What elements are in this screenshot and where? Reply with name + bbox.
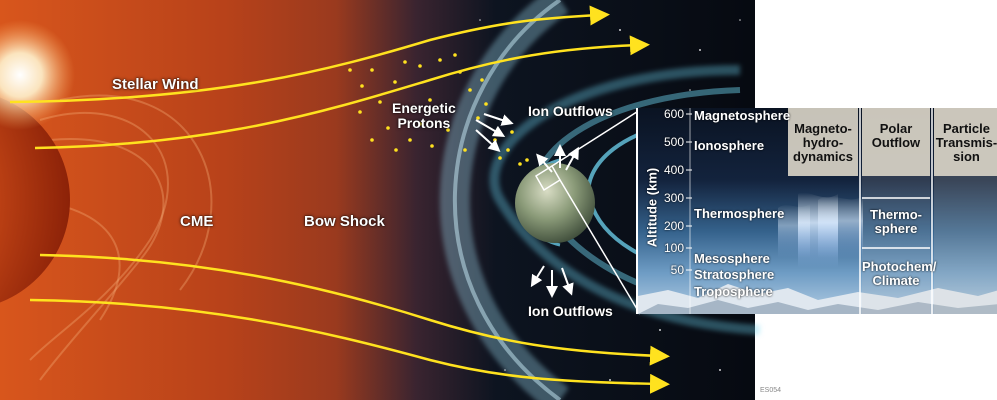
ion-outflows-bottom-label: Ion Outflows — [528, 303, 613, 319]
altitude-tick-200: 200 — [663, 219, 684, 233]
stellar-wind-label: Stellar Wind — [112, 76, 199, 93]
layer-troposphere: Troposphere — [694, 284, 773, 299]
earth — [515, 163, 595, 243]
layer-mesosphere: Mesosphere — [694, 251, 770, 266]
altitude-tick-100: 100 — [663, 241, 684, 255]
inset-background — [638, 108, 997, 314]
polar-thermosphere-label: Thermo- sphere — [862, 208, 930, 236]
stars — [479, 19, 741, 381]
wind-arrow-1 — [9, 5, 610, 104]
ion-outflows-top-label: Ion Outflows — [528, 103, 613, 119]
wind-arrow-3 — [39, 253, 670, 366]
energetic-protons-line-1: Energetic — [392, 100, 456, 116]
column-mhd-line-2: hydro- — [802, 135, 844, 150]
altitude-tick-300: 300 — [663, 191, 684, 205]
bow-shock-edge — [453, 0, 562, 400]
photochem-climate-label: Photochem/ Climate — [862, 259, 937, 288]
polar-thermosphere-line-2: sphere — [874, 221, 918, 236]
energetic-protons-line-2: Protons — [397, 115, 451, 131]
column-mhd-line-1: Magneto- — [794, 121, 852, 136]
altitude-tick-50: 50 — [670, 263, 684, 277]
layer-stratosphere: Stratosphere — [694, 267, 775, 282]
layer-thermosphere: Thermosphere — [694, 206, 785, 221]
layer-ionosphere: Ionosphere — [694, 138, 765, 153]
bow-shock-label: Bow Shock — [304, 213, 385, 230]
column-magnetohydrodynamics: Magneto- hydro- dynamics — [788, 108, 858, 180]
wind-arrow-4 — [29, 298, 670, 394]
altitude-tick-600: 600 — [663, 108, 684, 121]
column-polar-line-2: Outflow — [871, 135, 921, 150]
polar-thermosphere-line-1: Thermo- — [870, 207, 922, 222]
column-particle-line-1: Particle — [943, 121, 990, 136]
energetic-protons-dots — [348, 53, 529, 166]
energetic-protons-label: Energetic Protons — [392, 101, 456, 131]
column-mhd-line-3: dynamics — [793, 149, 853, 164]
photochem-line-1: Photochem/ — [862, 259, 937, 274]
wind-arrow-2 — [34, 35, 650, 150]
cme-label: CME — [180, 213, 214, 230]
photochem-line-2: Climate — [872, 273, 920, 288]
altitude-tick-500: 500 — [663, 135, 684, 149]
column-polar-line-1: Polar — [879, 121, 913, 136]
ion-outflow-arrows-top — [536, 144, 579, 173]
column-particle-transmission: Particle Transmis- sion — [934, 108, 997, 180]
altitude-tick-400: 400 — [663, 163, 684, 177]
layer-magnetosphere: Magnetosphere — [694, 108, 791, 123]
ion-outflow-arrows-bottom — [530, 265, 574, 298]
figure-id: ES054 — [760, 387, 782, 394]
atmosphere-inset: Altitude (km) 600 500 400 300 200 100 50… — [636, 108, 997, 314]
proton-arrows — [475, 113, 514, 153]
column-particle-line-2: Transmis- — [935, 135, 997, 150]
stellar-wind-arrows — [9, 5, 670, 394]
column-polar-outflow: Polar Outflow — [862, 108, 930, 180]
zoom-callout — [534, 109, 641, 315]
column-particle-line-3: sion — [953, 149, 980, 164]
